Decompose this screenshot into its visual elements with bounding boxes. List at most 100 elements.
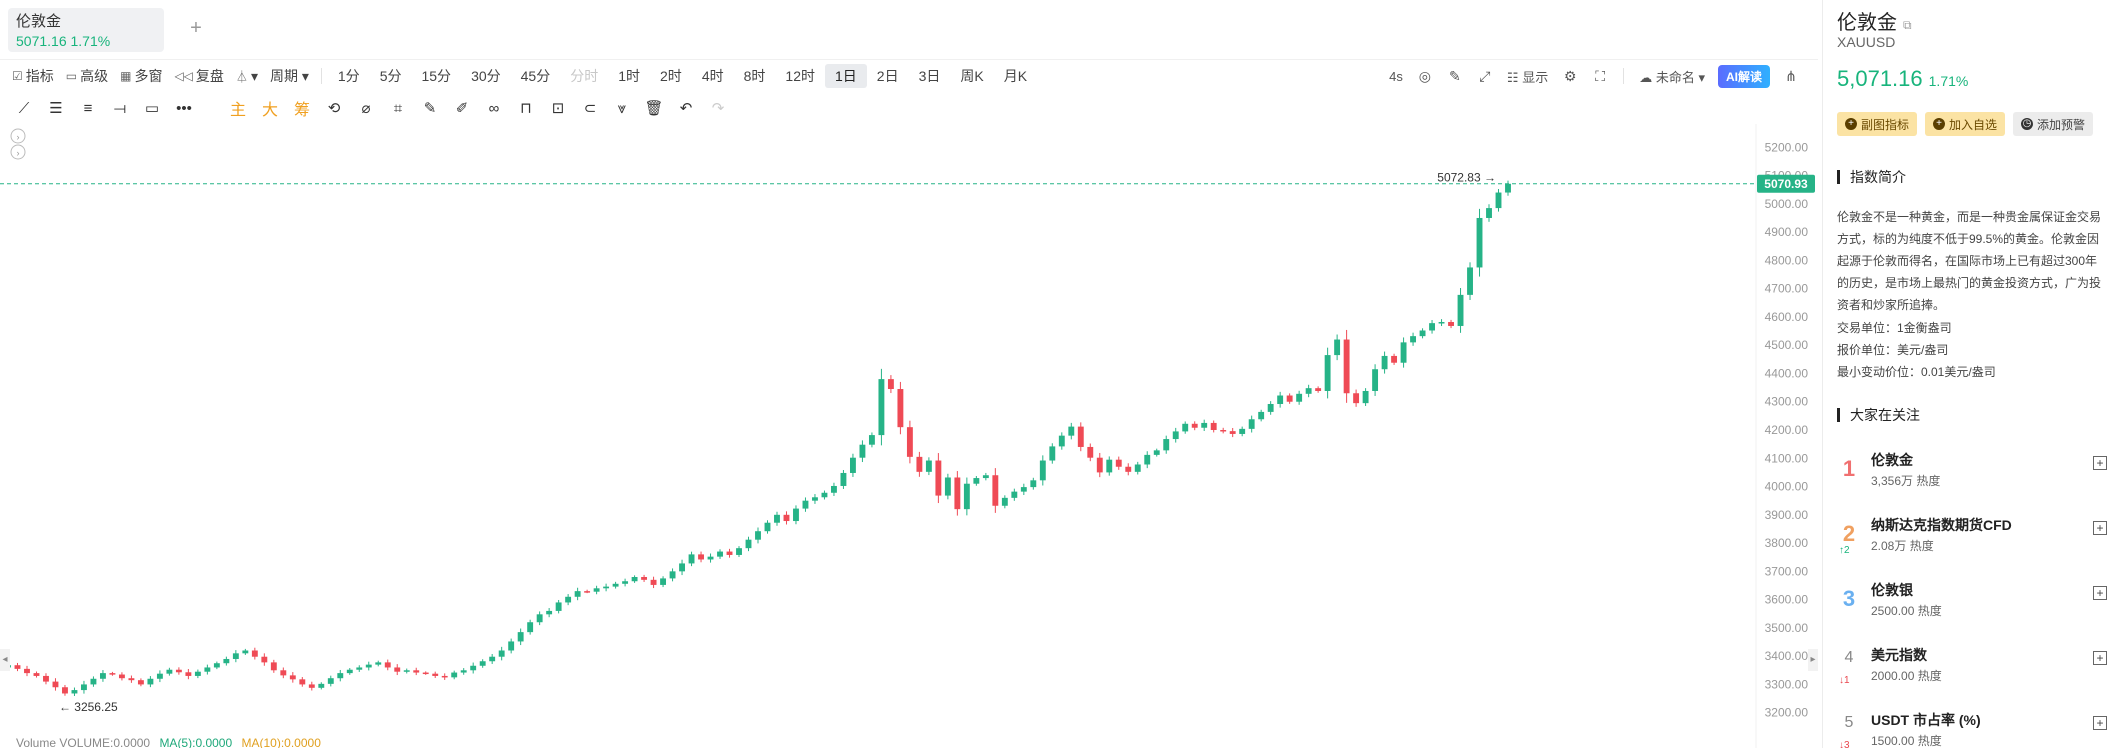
toolbar-item-3[interactable]: ◁◁ 复盘 [168, 63, 229, 89]
candle-body [1486, 208, 1492, 218]
indicator-icon: ☑ [12, 69, 23, 83]
parallel-lines-icon[interactable]: ☰ [49, 100, 63, 117]
share-icon[interactable]: ⋔ [1785, 67, 1797, 84]
candle-body [1448, 322, 1454, 326]
period-button-0[interactable]: 1分 [337, 68, 360, 84]
settings-icon[interactable]: ⚙ [1563, 67, 1577, 84]
candle-body [432, 673, 439, 676]
period-button-3[interactable]: 30分 [471, 68, 501, 84]
trash-icon[interactable]: 🗑 [644, 100, 664, 117]
trend-line-icon[interactable]: ⟋ [18, 99, 30, 117]
rectangle-icon[interactable]: ▭ [144, 100, 160, 117]
horizontal-line-icon[interactable]: ⟞ [113, 99, 127, 117]
hot-list-item[interactable]: 1 伦敦金 3,356万 热度 + [1837, 446, 2107, 504]
edit-icon[interactable]: ✎ [1449, 67, 1461, 84]
candle-body [479, 661, 486, 666]
add-watchlist-icon[interactable]: + [2093, 456, 2107, 470]
ruler-icon[interactable]: ✎ [423, 100, 437, 117]
period-button-4[interactable]: 45分 [520, 68, 551, 84]
lock-icon[interactable]: ⊓ [520, 100, 532, 117]
tick-size: 最小变动价位：0.01美元/盎司 [1837, 365, 1996, 379]
refresh-interval[interactable]: 4s [1389, 68, 1403, 84]
period-button-7[interactable]: 2时 [660, 68, 682, 84]
drawing-toolbar: ⟋ ☰ ≡ ⟞ ▭ ••• 主大筹 ⟲ ⌀ ⌗ ✎ ✐ ∞ ⊓ ⊡ ⊂ ⩔ 🗑 ↶ ↷ [0, 92, 1818, 124]
hot-list-item[interactable]: 4 ↓1 美元指数 2000.00 热度 + [1837, 641, 2107, 699]
low-price-label: ← 3256.25 [59, 700, 118, 714]
link-icon[interactable]: ∞ [488, 99, 500, 117]
toolbar-item-1[interactable]: ▭ 高级 [60, 63, 114, 89]
crop-icon[interactable]: ⌗ [393, 99, 403, 117]
add-watchlist-icon[interactable]: + [2093, 521, 2107, 535]
add-watchlist-button[interactable]: + 加入自选 [1925, 112, 2006, 136]
candle-body [1229, 431, 1236, 434]
period-button-2[interactable]: 15分 [421, 68, 452, 84]
rank-number: 2 [1842, 521, 1856, 546]
period-button-6[interactable]: 1时 [618, 68, 641, 84]
toolbar-item-label: 多窗 [134, 68, 163, 84]
overlay-toggle-1[interactable]: 大 [261, 102, 278, 119]
candle-body [498, 650, 505, 657]
ai-analysis-button[interactable]: AI解读 [1717, 64, 1770, 88]
camera-icon[interactable]: ◎ [1418, 67, 1432, 84]
overlay-toggle-0[interactable]: 主 [229, 102, 246, 119]
add-tab-button[interactable]: + [190, 17, 202, 39]
collapse-panel-handle[interactable]: ▸ [1808, 649, 1818, 671]
candle-body [422, 672, 429, 675]
hot-item-name: 伦敦银 [1871, 582, 1913, 598]
redo-icon[interactable]: ↷ [711, 100, 725, 117]
toolbar-item-4[interactable]: ⏃ ▾ [230, 63, 264, 89]
period-button-11[interactable]: 1日 [824, 64, 867, 88]
period-button-9[interactable]: 8时 [743, 68, 766, 84]
toolbar-item-2[interactable]: ▦ 多窗 [114, 63, 168, 89]
period-button-14[interactable]: 周K [960, 68, 984, 84]
scroll-left-handle[interactable]: ◂ [0, 649, 10, 671]
candle-body [470, 665, 477, 671]
candle-body [1182, 423, 1189, 432]
more-tools-icon[interactable]: ••• [176, 99, 192, 117]
period-button-10[interactable]: 12时 [785, 68, 815, 84]
rank-change: ↓3 [1839, 740, 1850, 748]
toolbar-item-5[interactable]: 周期 ▾ [264, 63, 315, 89]
channel-icon[interactable]: ≡ [83, 99, 93, 117]
chart-area[interactable]: 5200.005100.005000.004900.004800.004700.… [0, 124, 1818, 748]
candle-body [1144, 454, 1151, 465]
add-watchlist-icon[interactable]: + [2093, 651, 2107, 665]
add-watchlist-icon[interactable]: + [2093, 586, 2107, 600]
y-tick-label: 3800.00 [1765, 536, 1809, 550]
overlay-toggle-2[interactable]: 筹 [293, 102, 310, 119]
pen-icon[interactable]: ✐ [455, 100, 469, 117]
advanced-icon: ▭ [65, 69, 78, 83]
add-alert-button[interactable]: ◷ 添加预警 [2013, 112, 2094, 136]
sync-icon[interactable]: ⟲ [327, 100, 341, 117]
period-button-8[interactable]: 4时 [701, 68, 724, 84]
fullscreen-toggle-icon[interactable]: ⤢ [1479, 67, 1491, 84]
expand-icon[interactable]: ⛶ [1595, 67, 1606, 84]
hot-list-item[interactable]: 3 伦敦银 2500.00 热度 + [1837, 576, 2107, 634]
copy-icon[interactable]: ⧉ [1903, 18, 1912, 32]
filter-icon[interactable]: ⩔ [617, 99, 627, 117]
candle-body [1258, 411, 1265, 420]
period-button-1[interactable]: 5分 [379, 68, 402, 84]
sub-chart-indicator-button[interactable]: + 副图指标 [1837, 112, 1918, 136]
magnet-icon[interactable]: ⊂ [583, 100, 597, 117]
hot-list-item[interactable]: 2 ↑2 纳斯达克指数期货CFD 2.08万 热度 + [1837, 511, 2107, 569]
candle-body [24, 668, 30, 674]
period-button-13[interactable]: 3日 [918, 68, 941, 84]
candle-body [327, 678, 334, 684]
period-button-12[interactable]: 2日 [876, 68, 899, 84]
symbol-tab[interactable]: 伦敦金 5071.16 1.71% [8, 8, 164, 52]
add-watchlist-icon[interactable]: + [2093, 716, 2107, 730]
display-menu[interactable]: ☷ 显示 [1506, 69, 1549, 85]
toolbar-item-0[interactable]: ☑ 指标 [6, 63, 60, 89]
candle-body [90, 678, 97, 685]
candle-body [906, 427, 913, 457]
visibility-icon[interactable]: ⊡ [551, 100, 565, 117]
layout-selector[interactable]: ☁ 未命名 ▾ [1639, 69, 1705, 85]
undo-icon[interactable]: ↶ [679, 100, 693, 117]
candlestick-chart[interactable]: 5200.005100.005000.004900.004800.004700.… [0, 124, 1818, 748]
candle-body [137, 680, 144, 685]
period-button-15[interactable]: 月K [1003, 68, 1028, 84]
hot-list-item[interactable]: 5 ↓3 USDT 市占率 (%) 1500.00 热度 + [1837, 706, 2107, 748]
candle-body [33, 673, 40, 676]
erase-drawing-icon[interactable]: ⌀ [361, 100, 371, 117]
